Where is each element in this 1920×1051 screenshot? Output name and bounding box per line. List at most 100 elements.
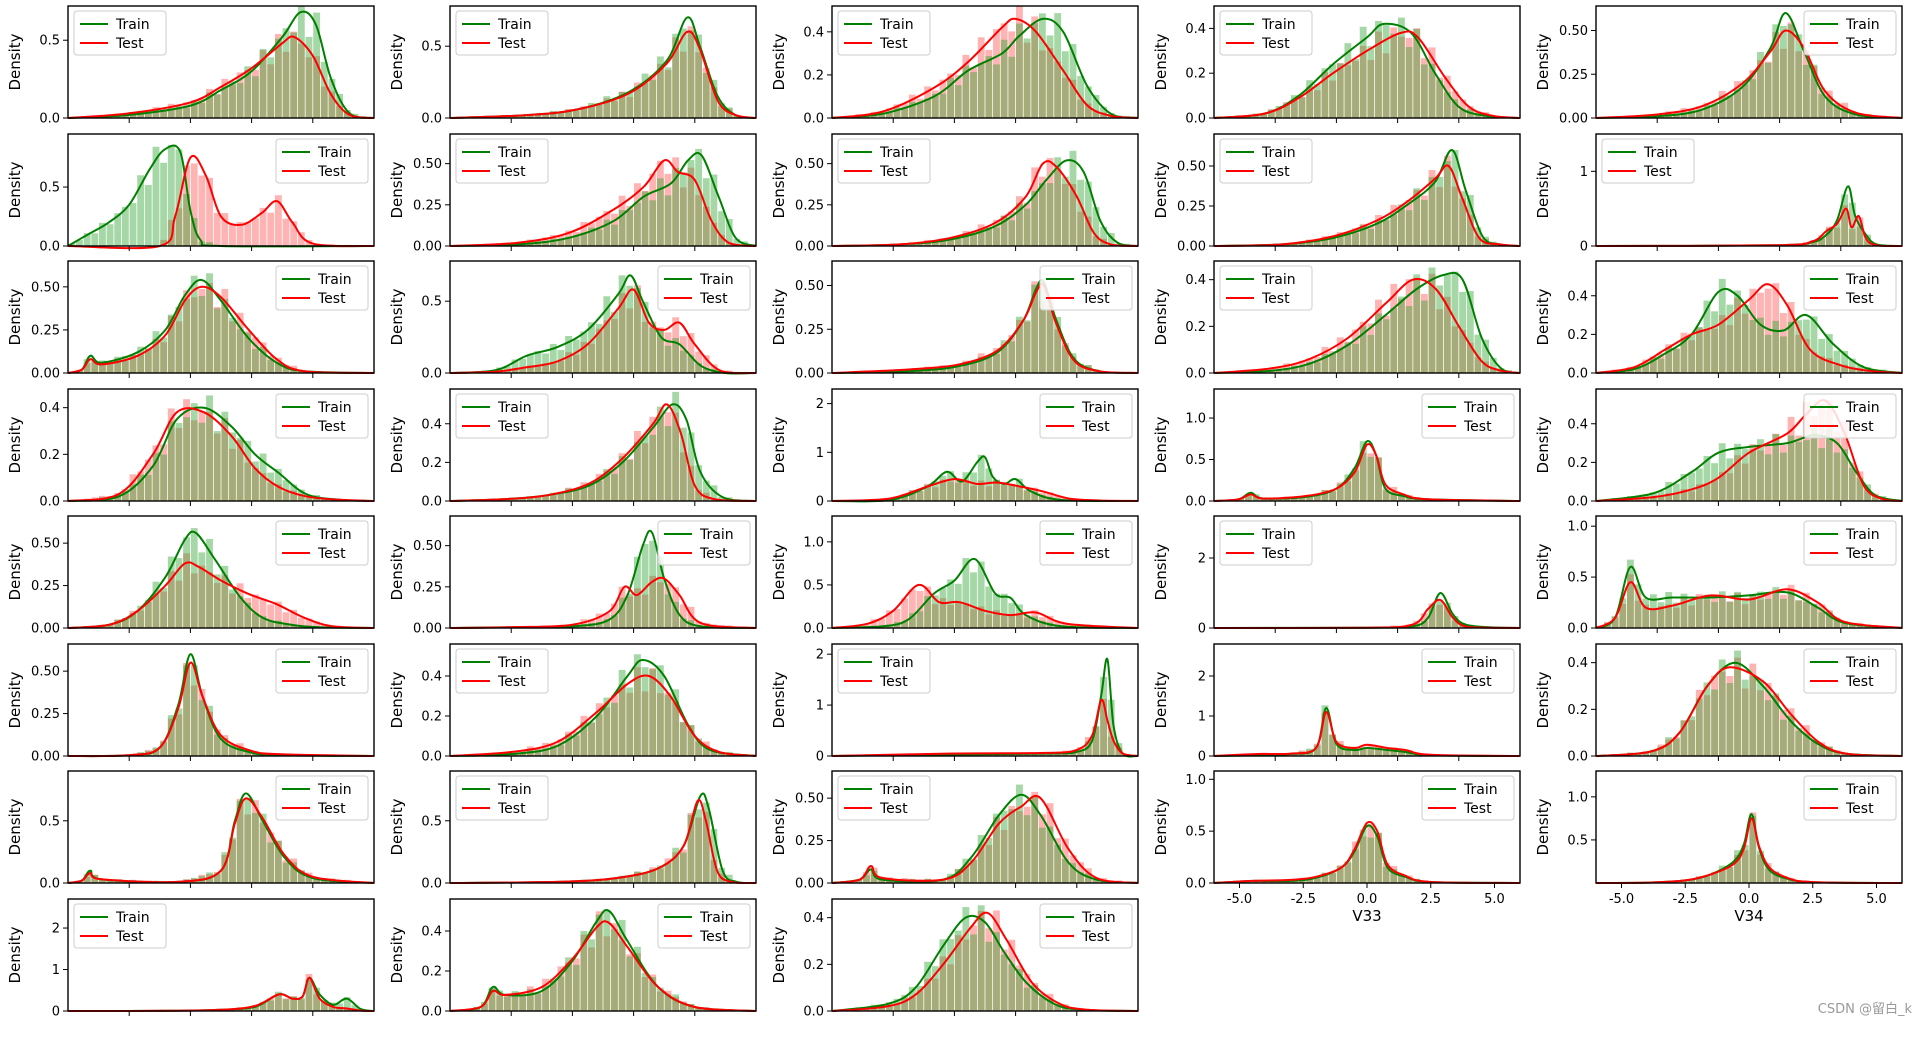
train-hist-bar [229, 318, 236, 373]
test-density-line [1596, 209, 1902, 246]
legend-test-label: Test [317, 801, 346, 817]
train-hist-bar [573, 965, 580, 1011]
y-tick-label: 0.00 [795, 240, 824, 255]
y-tick-label: 0.50 [413, 157, 442, 172]
y-axis-label: Density [388, 161, 406, 218]
train-hist-bar [626, 286, 633, 373]
legend-test-label: Test [1845, 674, 1874, 690]
train-hist-bar [252, 76, 259, 118]
train-hist-bar [1421, 200, 1428, 246]
y-tick-label: 0 [1198, 750, 1206, 765]
train-hist-bar [1795, 600, 1802, 628]
y-tick-label: 0 [816, 750, 824, 765]
legend-test-label: Test [1463, 419, 1492, 435]
legend-train-label: Train [1845, 272, 1880, 288]
train-hist-bar [680, 853, 687, 883]
y-tick-label: 0.25 [413, 580, 442, 595]
y-tick-label: 0.00 [31, 750, 60, 765]
train-hist-bar [267, 473, 274, 501]
train-hist-bar [1047, 183, 1054, 246]
train-hist-bar [611, 225, 618, 246]
train-hist-bar [665, 695, 672, 756]
train-hist-bar [535, 994, 542, 1011]
train-hist-bar [1818, 339, 1825, 373]
train-hist-bar [1329, 873, 1336, 883]
y-tick-label: 0.25 [1177, 200, 1206, 215]
train-hist-bar [1390, 34, 1397, 118]
legend-train-label: Train [1261, 145, 1296, 161]
train-hist-bar [993, 64, 1000, 118]
legend-train-label: Train [1261, 527, 1296, 543]
train-density-line [1596, 186, 1902, 246]
train-hist-bar [665, 594, 672, 628]
y-axis-label: Density [1534, 416, 1552, 473]
train-hist-bar [198, 296, 205, 373]
y-tick-label: 0.5 [1567, 571, 1588, 586]
train-hist-bar [1711, 602, 1718, 628]
train-hist-bar [642, 973, 649, 1011]
train-hist-bar [1665, 737, 1672, 756]
train-hist-bar [1726, 867, 1733, 883]
legend-test-label: Test [317, 674, 346, 690]
train-hist-bar [1367, 838, 1374, 883]
legend-train-label: Train [699, 527, 734, 543]
legend-test-label: Test [1845, 801, 1874, 817]
y-tick-label: 0.2 [421, 710, 442, 725]
y-axis-label: Density [388, 543, 406, 600]
y-axis-label: Density [770, 33, 788, 90]
y-tick-label: 0.25 [31, 707, 60, 722]
y-axis-label: Density [388, 33, 406, 90]
train-hist-bar [267, 1000, 274, 1011]
y-axis-label: Density [1534, 33, 1552, 90]
legend-train-label: Train [699, 272, 734, 288]
test-hist-bar [229, 225, 236, 246]
test-hist-bar [252, 218, 259, 246]
x-tick-label: 2.5 [1802, 892, 1823, 907]
train-hist-bar [634, 442, 641, 501]
train-hist-bar [596, 714, 603, 756]
test-density-line [1596, 582, 1902, 628]
x-tick-label: 5.0 [1484, 892, 1505, 907]
train-hist-bar [642, 667, 649, 756]
train-hist-bar [649, 200, 656, 246]
train-hist-bar [695, 149, 702, 246]
legend-test-label: Test [1845, 419, 1874, 435]
train-hist-bar [665, 67, 672, 118]
train-hist-bar [145, 602, 152, 628]
legend-test-label: Test [1845, 36, 1874, 52]
y-tick-label: 1.0 [1567, 520, 1588, 535]
train-hist-bar [1352, 59, 1359, 118]
train-hist-bar [1375, 21, 1382, 118]
y-tick-label: 0.25 [31, 579, 60, 594]
train-hist-bar [1039, 183, 1046, 246]
train-hist-bar [993, 227, 1000, 246]
train-hist-bar [1696, 698, 1703, 756]
train-hist-bar [940, 476, 947, 501]
legend-train-label: Train [1081, 910, 1116, 926]
test-density-line [832, 479, 1138, 501]
train-hist-bar [1711, 690, 1718, 756]
train-hist-bar [649, 80, 656, 118]
train-hist-bar [642, 191, 649, 246]
train-hist-bar [955, 483, 962, 501]
y-axis-label: Density [388, 416, 406, 473]
train-hist-bar [603, 910, 610, 1011]
train-hist-bar [1436, 177, 1443, 246]
y-axis-label: Density [6, 671, 24, 728]
train-hist-bar [588, 939, 595, 1011]
train-hist-bar [1383, 751, 1390, 756]
legend-test-label: Test [1845, 546, 1874, 562]
train-hist-bar [1726, 683, 1733, 756]
train-hist-bar [603, 96, 610, 118]
legend-test-label: Test [699, 291, 728, 307]
train-hist-bar [1367, 229, 1374, 246]
y-tick-label: 0.4 [1185, 273, 1206, 288]
